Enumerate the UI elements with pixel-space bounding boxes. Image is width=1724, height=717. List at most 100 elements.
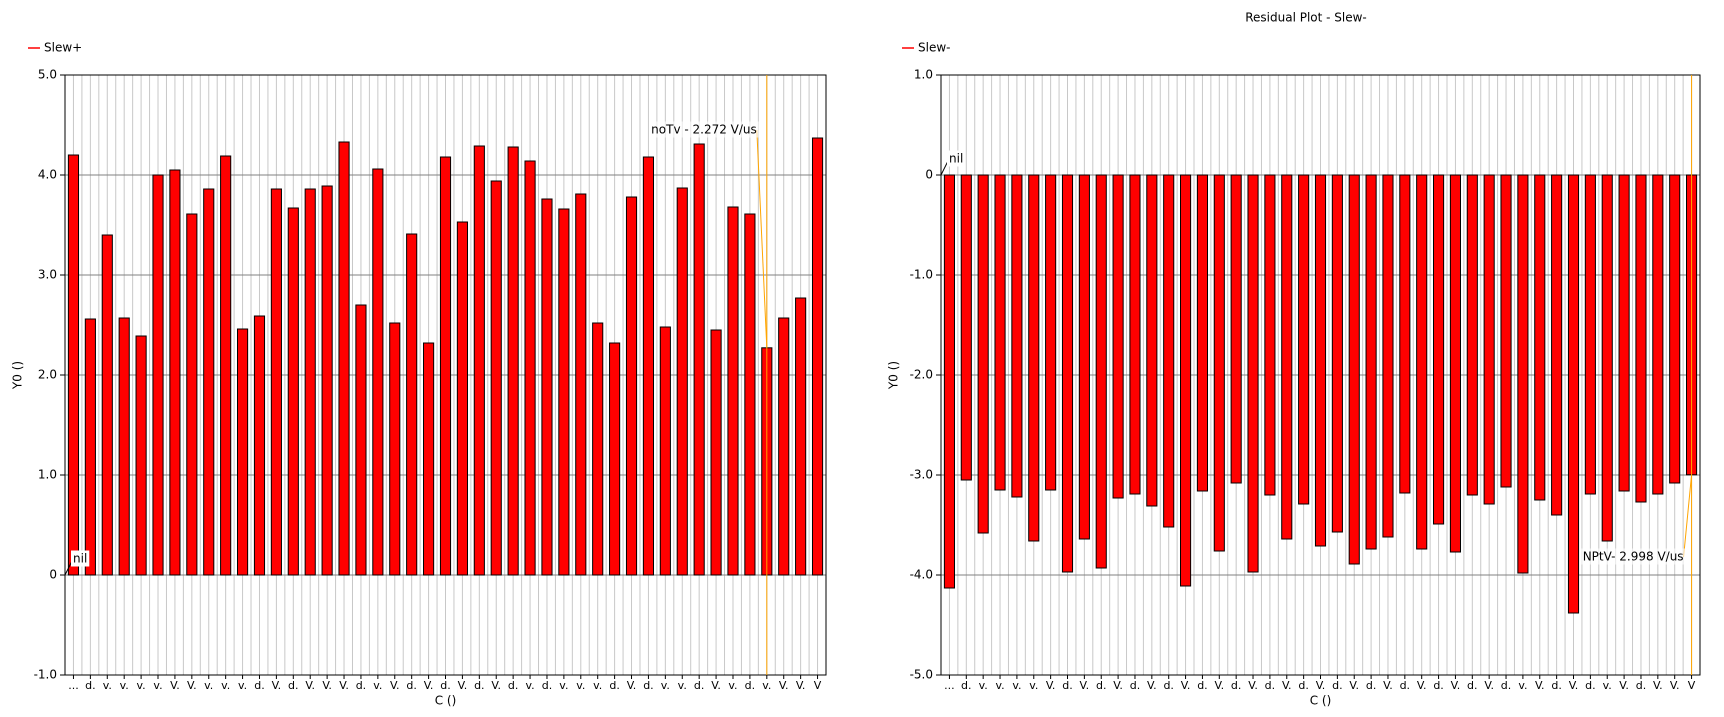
bar: [1298, 174, 1310, 505]
chart-title: Residual Plot - Slew-: [1245, 11, 1367, 25]
bar: [203, 188, 215, 576]
x-tick-label: V.: [305, 679, 315, 692]
bar: [1433, 174, 1445, 525]
x-tick-label: v.: [762, 679, 771, 692]
bar: [1230, 174, 1242, 484]
bar: [642, 156, 655, 576]
x-tick-label: d.: [1197, 679, 1207, 692]
x-tick-label: V: [814, 679, 822, 692]
x-tick-label: d.: [1585, 679, 1595, 692]
x-tick-label: v.: [137, 679, 146, 692]
annotation-bg: [649, 121, 759, 138]
bar: [1045, 174, 1057, 491]
bar: [1382, 174, 1394, 538]
y-tick-label: -1.0: [34, 668, 57, 682]
x-tick-label: V.: [1383, 679, 1393, 692]
x-tick-label: d.: [440, 679, 450, 692]
bar: [693, 143, 705, 576]
x-tick-label: d.: [1400, 679, 1410, 692]
x-tick-label: v.: [204, 679, 213, 692]
x-tick-label: V.: [339, 679, 349, 692]
x-tick-label: d.: [542, 679, 552, 692]
x-tick-label: d.: [1501, 679, 1511, 692]
x-tick-label: v.: [593, 679, 602, 692]
bar: [1011, 174, 1023, 498]
y-tick-label: 0: [49, 568, 57, 582]
x-tick-label: d.: [694, 679, 704, 692]
bar: [609, 342, 621, 576]
bar: [1517, 174, 1529, 574]
x-tick-label: V.: [1569, 679, 1579, 692]
bar: [659, 326, 671, 576]
y-tick-label: 1.0: [914, 68, 933, 82]
bar: [439, 156, 452, 576]
x-tick-label: d.: [508, 679, 518, 692]
y-tick-label: -3.0: [910, 468, 933, 482]
bar: [1264, 174, 1276, 496]
bar: [135, 335, 147, 576]
bar: [524, 160, 536, 576]
bar: [1247, 174, 1259, 573]
x-axis-label: C (): [1310, 694, 1332, 708]
bar: [1416, 174, 1428, 550]
bar: [423, 342, 435, 576]
x-tick-label: V.: [1181, 679, 1191, 692]
x-tick-label: d.: [1332, 679, 1342, 692]
bar: [710, 329, 722, 576]
x-tick-label: V.: [1417, 679, 1427, 692]
bar: [1028, 174, 1040, 542]
annotation-leader: [756, 129, 768, 348]
bar: [118, 317, 130, 576]
x-tick-label: V.: [1113, 679, 1123, 692]
bar: [1095, 174, 1107, 569]
x-tick-label: d.: [288, 679, 298, 692]
bar: [1196, 174, 1208, 492]
bar: [169, 169, 181, 576]
y-tick-label: 1.0: [38, 468, 57, 482]
bar: [287, 207, 299, 576]
annotation: noTv - 2.272 V/us: [651, 123, 757, 137]
y-tick-label: 5.0: [38, 68, 57, 82]
x-tick-label: d.: [1433, 679, 1443, 692]
x-tick-label: d.: [1551, 679, 1561, 692]
x-tick-label: V.: [458, 679, 468, 692]
bar: [1669, 174, 1681, 484]
x-tick-label: v.: [995, 679, 1004, 692]
bar: [406, 233, 418, 576]
annotation: nil: [73, 552, 87, 566]
x-tick-label: ...: [944, 679, 955, 692]
bar: [592, 322, 604, 576]
x-tick-label: d.: [745, 679, 755, 692]
bar: [1601, 174, 1613, 542]
x-tick-label: v.: [373, 679, 382, 692]
x-axis-label: C (): [435, 694, 457, 708]
bar: [1399, 174, 1411, 494]
x-tick-label: V.: [1451, 679, 1461, 692]
x-tick-label: v.: [1518, 679, 1527, 692]
bar: [943, 174, 955, 589]
bar: [1129, 174, 1141, 495]
bar: [1314, 174, 1327, 547]
x-tick-label: V.: [779, 679, 789, 692]
bar: [67, 154, 80, 576]
bar: [1061, 174, 1074, 573]
bar: [994, 174, 1006, 491]
x-tick-label: v.: [120, 679, 129, 692]
bar: [1500, 174, 1512, 488]
x-tick-label: v.: [525, 679, 534, 692]
x-tick-label: d.: [961, 679, 971, 692]
bar: [456, 221, 468, 576]
y-tick-label: -1.0: [910, 268, 933, 282]
x-tick-label: v.: [559, 679, 568, 692]
y-tick-label: -2.0: [910, 368, 933, 382]
bar: [1652, 174, 1664, 495]
x-tick-label: V.: [1080, 679, 1090, 692]
annotation-bg: [1580, 548, 1686, 565]
x-tick-label: V.: [1147, 679, 1157, 692]
bar: [541, 198, 553, 576]
x-tick-label: V.: [1619, 679, 1629, 692]
bar: [253, 315, 266, 576]
x-tick-label: d.: [1298, 679, 1308, 692]
bar: [490, 180, 502, 576]
